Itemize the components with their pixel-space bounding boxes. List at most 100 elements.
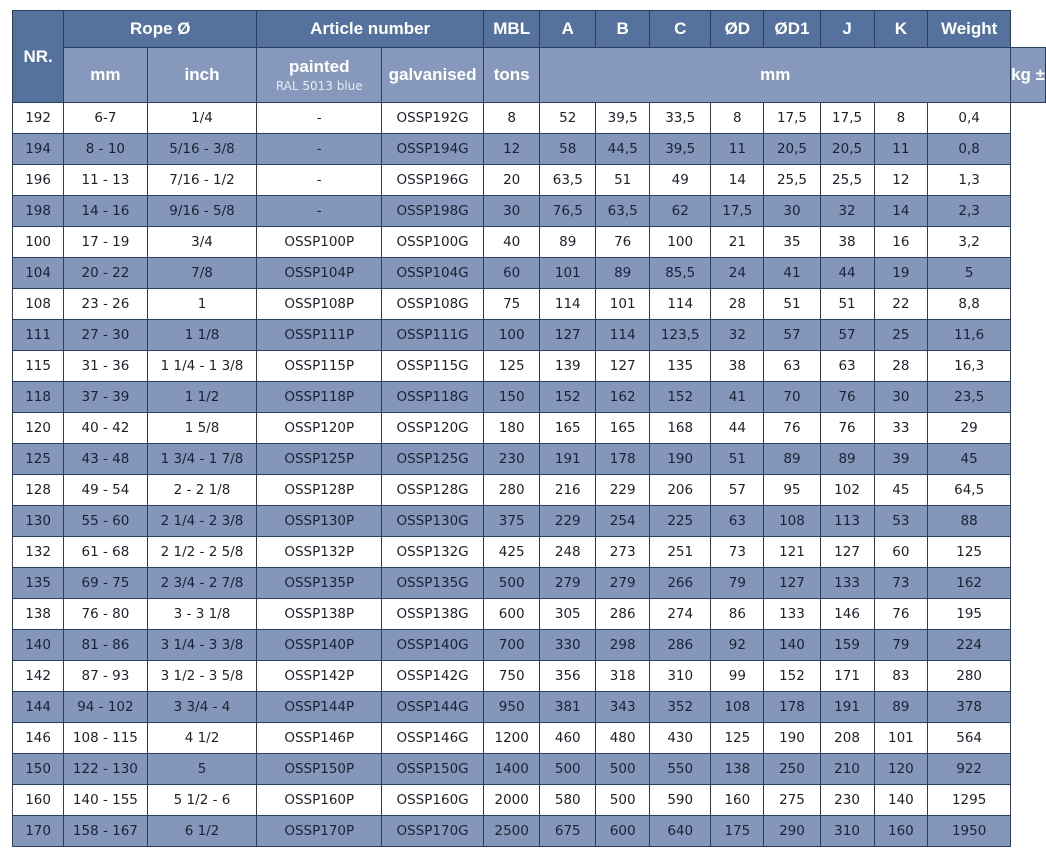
cell-j: 127 bbox=[819, 536, 875, 568]
cell-mbl: 1400 bbox=[482, 753, 541, 785]
cell-rope-inch: 3 - 3 1/8 bbox=[146, 598, 258, 630]
cell-painted: OSSP135P bbox=[256, 567, 383, 599]
cell-nr: 170 bbox=[11, 815, 65, 847]
cell-rope-mm: 140 - 155 bbox=[63, 784, 148, 816]
cell-d: 125 bbox=[710, 722, 765, 754]
cell-rope-mm: 87 - 93 bbox=[63, 660, 148, 692]
cell-galvanised: OSSP198G bbox=[381, 195, 484, 227]
cell-mbl: 2500 bbox=[482, 815, 541, 847]
cell-galvanised: OSSP142G bbox=[381, 660, 484, 692]
cell-mbl: 750 bbox=[482, 660, 541, 692]
cell-rope-inch: 2 1/2 - 2 5/8 bbox=[146, 536, 258, 568]
cell-mbl: 12 bbox=[482, 133, 541, 165]
cell-rope-inch: 3/4 bbox=[146, 226, 258, 258]
cell-d: 57 bbox=[710, 474, 765, 506]
cell-k: 140 bbox=[873, 784, 929, 816]
cell-j: 32 bbox=[819, 195, 875, 227]
cell-k: 120 bbox=[873, 753, 929, 785]
cell-j: 38 bbox=[819, 226, 875, 258]
table-row: 144 94 - 102 3 3/4 - 4 OSSP144P OSSP144G 950 3… bbox=[11, 691, 1046, 723]
subheader-painted: painted RAL 5013 blue bbox=[256, 47, 383, 103]
cell-b: 114 bbox=[595, 319, 651, 351]
cell-rope-mm: 14 - 16 bbox=[63, 195, 148, 227]
cell-painted: OSSP170P bbox=[256, 815, 383, 847]
cell-a: 63,5 bbox=[539, 164, 597, 196]
cell-j: 63 bbox=[819, 350, 875, 382]
cell-mbl: 30 bbox=[482, 195, 541, 227]
cell-weight: 11,6 bbox=[927, 319, 1012, 351]
cell-d: 175 bbox=[710, 815, 765, 847]
cell-c: 206 bbox=[649, 474, 712, 506]
cell-b: 51 bbox=[595, 164, 651, 196]
cell-weight: 8,8 bbox=[927, 288, 1012, 320]
cell-painted: OSSP104P bbox=[256, 257, 383, 289]
cell-b: 286 bbox=[595, 598, 651, 630]
header-nr: NR. bbox=[11, 10, 65, 103]
cell-galvanised: OSSP144G bbox=[381, 691, 484, 723]
cell-rope-inch: 1 1/8 bbox=[146, 319, 258, 351]
cell-mbl: 230 bbox=[482, 443, 541, 475]
subheader-tons: tons bbox=[482, 47, 541, 103]
cell-galvanised: OSSP140G bbox=[381, 629, 484, 661]
cell-nr: 146 bbox=[11, 722, 65, 754]
cell-nr: 160 bbox=[11, 784, 65, 816]
cell-j: 208 bbox=[819, 722, 875, 754]
cell-d: 44 bbox=[710, 412, 765, 444]
cell-c: 152 bbox=[649, 381, 712, 413]
cell-mbl: 280 bbox=[482, 474, 541, 506]
cell-painted: OSSP150P bbox=[256, 753, 383, 785]
cell-c: 640 bbox=[649, 815, 712, 847]
cell-painted: OSSP140P bbox=[256, 629, 383, 661]
cell-weight: 88 bbox=[927, 505, 1012, 537]
table-row: 170 158 - 167 6 1/2 OSSP170P OSSP170G 2500 675… bbox=[11, 815, 1046, 847]
cell-d: 108 bbox=[710, 691, 765, 723]
cell-nr: 104 bbox=[11, 257, 65, 289]
cell-d: 41 bbox=[710, 381, 765, 413]
cell-rope-inch: 7/8 bbox=[146, 257, 258, 289]
cell-a: 114 bbox=[539, 288, 597, 320]
cell-a: 279 bbox=[539, 567, 597, 599]
cell-d1: 275 bbox=[763, 784, 821, 816]
cell-b: 229 bbox=[595, 474, 651, 506]
cell-rope-inch: 1 1/2 bbox=[146, 381, 258, 413]
cell-c: 352 bbox=[649, 691, 712, 723]
cell-d1: 190 bbox=[763, 722, 821, 754]
cell-d1: 250 bbox=[763, 753, 821, 785]
cell-rope-mm: 31 - 36 bbox=[63, 350, 148, 382]
cell-b: 318 bbox=[595, 660, 651, 692]
cell-b: 273 bbox=[595, 536, 651, 568]
cell-weight: 280 bbox=[927, 660, 1012, 692]
cell-d1: 140 bbox=[763, 629, 821, 661]
cell-painted: OSSP128P bbox=[256, 474, 383, 506]
cell-c: 49 bbox=[649, 164, 712, 196]
header-a: A bbox=[539, 10, 597, 48]
cell-mbl: 40 bbox=[482, 226, 541, 258]
cell-rope-mm: 94 - 102 bbox=[63, 691, 148, 723]
cell-d1: 133 bbox=[763, 598, 821, 630]
cell-galvanised: OSSP194G bbox=[381, 133, 484, 165]
cell-rope-inch: 3 1/4 - 3 3/8 bbox=[146, 629, 258, 661]
cell-a: 381 bbox=[539, 691, 597, 723]
cell-d: 79 bbox=[710, 567, 765, 599]
cell-painted: OSSP108P bbox=[256, 288, 383, 320]
cell-rope-mm: 17 - 19 bbox=[63, 226, 148, 258]
cell-k: 83 bbox=[873, 660, 929, 692]
cell-b: 39,5 bbox=[595, 102, 651, 134]
cell-painted: OSSP111P bbox=[256, 319, 383, 351]
cell-k: 60 bbox=[873, 536, 929, 568]
table-row: 194 8 - 10 5/16 - 3/8- OSSP194G 12 58 44,5 39,5… bbox=[11, 133, 1046, 165]
cell-d1: 25,5 bbox=[763, 164, 821, 196]
cell-a: 152 bbox=[539, 381, 597, 413]
cell-a: 101 bbox=[539, 257, 597, 289]
cell-d1: 41 bbox=[763, 257, 821, 289]
cell-c: 430 bbox=[649, 722, 712, 754]
cell-mbl: 100 bbox=[482, 319, 541, 351]
cell-a: 139 bbox=[539, 350, 597, 382]
cell-d: 138 bbox=[710, 753, 765, 785]
table-row: 130 55 - 60 2 1/4 - 2 3/8 OSSP130P OSSP130G 3… bbox=[11, 505, 1046, 537]
cell-b: 178 bbox=[595, 443, 651, 475]
header-c: C bbox=[649, 10, 712, 48]
cell-weight: 224 bbox=[927, 629, 1012, 661]
cell-d1: 63 bbox=[763, 350, 821, 382]
table-row: 196 11 - 13 7/16 - 1/2- OSSP196G 20 63,5 51 49 1… bbox=[11, 164, 1046, 196]
